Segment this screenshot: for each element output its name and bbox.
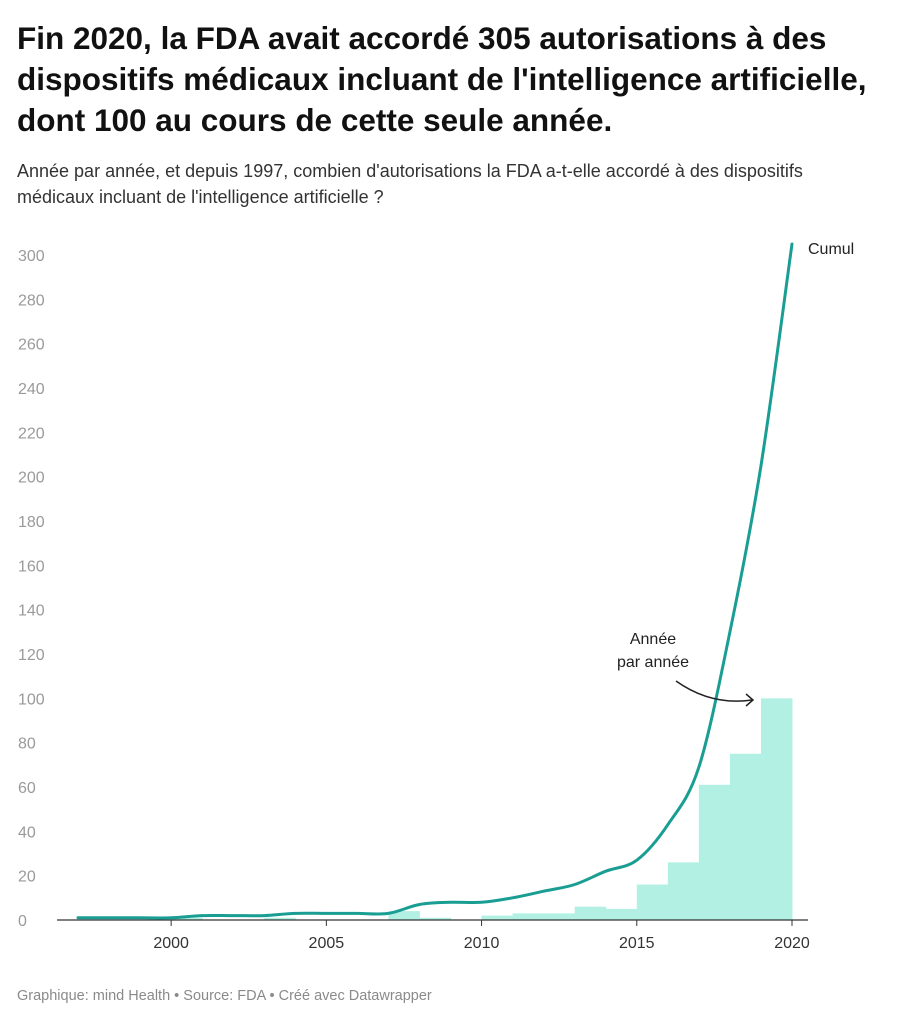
y-tick-label: 20 [18, 869, 36, 886]
yearly-label-line2: par année [617, 654, 689, 671]
yearly-bar [667, 862, 700, 920]
yearly-bar [171, 917, 203, 920]
x-axis: 2000 2005 2010 2015 2020 [153, 920, 810, 952]
chart: 0 20 40 60 80 100 120 140 160 180 200 220 240 260 280 3… [18, 241, 854, 952]
y-tick-label: 140 [18, 603, 45, 620]
y-tick-label: 200 [18, 470, 45, 487]
yearly-bar [264, 917, 296, 920]
annotation-arrow [675, 680, 753, 702]
y-tick-label: 80 [18, 736, 36, 753]
yearly-bar [605, 908, 638, 920]
yearly-bar [574, 906, 607, 920]
y-tick-label: 260 [18, 337, 45, 354]
cumul-line [76, 242, 794, 920]
y-tick-label: 180 [18, 514, 45, 531]
yearly-bar [388, 911, 420, 920]
cumul-label: Cumul [808, 241, 854, 258]
yearly-bar [481, 915, 514, 920]
y-tick-label: 120 [18, 647, 45, 664]
y-tick-label: 300 [18, 248, 45, 265]
y-axis: 0 20 40 60 80 100 120 140 160 180 200 220 240 260 280 3… [18, 248, 45, 930]
y-tick-label: 0 [18, 913, 27, 930]
x-tick-label: 2005 [309, 935, 345, 952]
yearly-bar [543, 913, 576, 920]
yearly-label-line1: Année [630, 631, 676, 648]
y-tick-label: 100 [18, 691, 45, 708]
yearly-bar [419, 917, 452, 920]
x-tick-label: 2020 [774, 935, 810, 952]
chart-subtitle: Année par année, et depuis 1997, combien… [17, 161, 803, 207]
y-tick-label: 160 [18, 558, 45, 575]
annotation-arrowhead [745, 693, 755, 707]
chart-title: Fin 2020, la FDA avait accordé 305 autor… [17, 20, 867, 138]
y-tick-label: 60 [18, 780, 36, 797]
yearly-bars [171, 698, 793, 920]
y-tick-label: 280 [18, 292, 45, 309]
x-tick-label: 2000 [153, 935, 189, 952]
footer-credit: Graphique: mind Health • Source: FDA • C… [17, 988, 432, 1004]
x-tick-label: 2010 [464, 935, 500, 952]
y-tick-label: 40 [18, 824, 36, 841]
yearly-bar [760, 698, 793, 920]
yearly-bar [512, 913, 545, 920]
yearly-bar [636, 884, 669, 920]
yearly-bar [698, 784, 731, 920]
y-tick-label: 240 [18, 381, 45, 398]
x-tick-label: 2015 [619, 935, 655, 952]
y-tick-label: 220 [18, 425, 45, 442]
yearly-bar [729, 753, 762, 920]
